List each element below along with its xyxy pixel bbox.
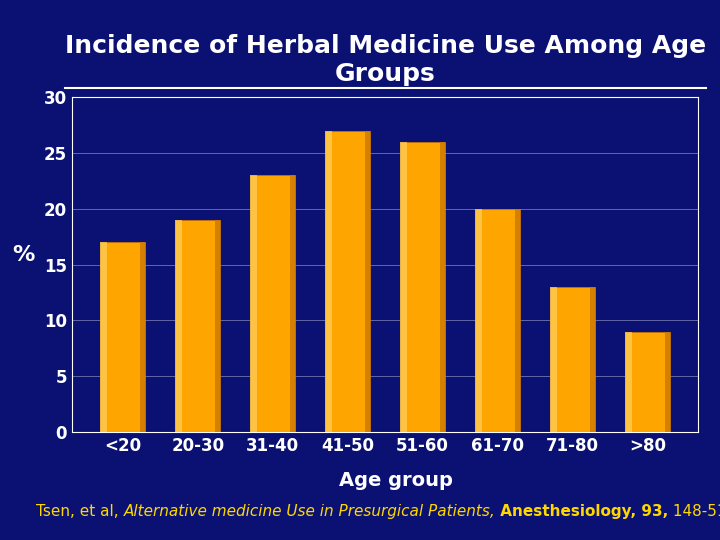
Bar bbox=[101, 242, 107, 432]
Bar bbox=[515, 209, 520, 432]
Bar bbox=[140, 242, 145, 432]
Bar bbox=[440, 142, 445, 432]
Text: Age group: Age group bbox=[339, 471, 453, 490]
Bar bbox=[400, 142, 445, 432]
Bar bbox=[665, 332, 670, 432]
Bar bbox=[176, 220, 182, 432]
Bar bbox=[251, 176, 257, 432]
Bar bbox=[251, 176, 295, 432]
Bar bbox=[550, 287, 557, 432]
Bar bbox=[325, 131, 332, 432]
Text: 148-51: 148-51 bbox=[668, 504, 720, 519]
Bar bbox=[290, 176, 295, 432]
Bar bbox=[101, 242, 145, 432]
Bar bbox=[365, 131, 370, 432]
Bar bbox=[625, 332, 631, 432]
Bar bbox=[325, 131, 370, 432]
Bar bbox=[475, 209, 520, 432]
Y-axis label: %: % bbox=[12, 245, 35, 265]
Bar bbox=[215, 220, 220, 432]
Text: Tsen, et al,: Tsen, et al, bbox=[36, 504, 124, 519]
Text: Anesthesiology, 93,: Anesthesiology, 93, bbox=[495, 504, 668, 519]
Bar bbox=[590, 287, 595, 432]
Title: Incidence of Herbal Medicine Use Among Age
Groups: Incidence of Herbal Medicine Use Among A… bbox=[65, 33, 706, 85]
Bar bbox=[176, 220, 220, 432]
Bar bbox=[550, 287, 595, 432]
Text: Alternative medicine Use in Presurgical Patients,: Alternative medicine Use in Presurgical … bbox=[124, 504, 495, 519]
Bar bbox=[475, 209, 482, 432]
Bar bbox=[400, 142, 407, 432]
Bar bbox=[625, 332, 670, 432]
